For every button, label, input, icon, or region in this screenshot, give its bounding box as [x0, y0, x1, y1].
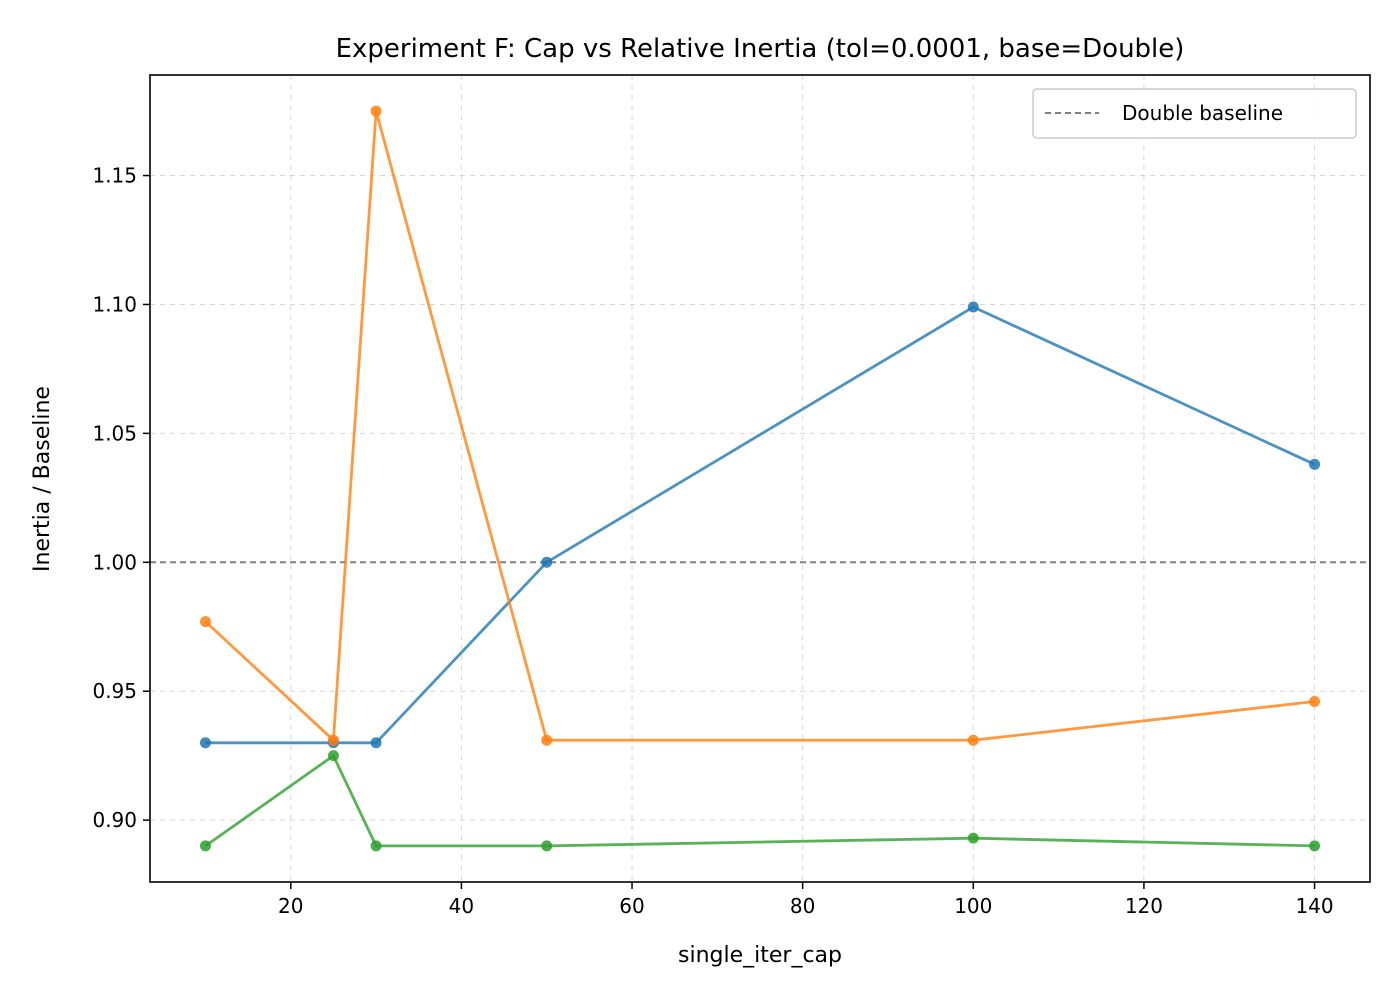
y-tick-label: 1.10	[92, 292, 137, 316]
data-point	[1309, 696, 1321, 708]
legend: Double baseline	[1032, 88, 1357, 139]
y-tick-label: 0.95	[92, 679, 137, 703]
y-axis-label: Inertia / Baseline	[30, 386, 55, 572]
data-point	[199, 616, 211, 628]
x-tick-label: 140	[1295, 894, 1333, 918]
series-3	[199, 750, 1321, 852]
data-point	[967, 301, 979, 313]
series-line	[205, 305, 1316, 745]
data-point	[1309, 840, 1321, 852]
x-tick-label: 80	[790, 894, 815, 918]
data-point	[199, 840, 211, 852]
data-point	[327, 734, 339, 746]
x-tick-label: 60	[619, 894, 644, 918]
data-point	[541, 840, 553, 852]
data-point	[541, 556, 553, 568]
x-axis-ticks: 20 40 60 80 100 120 140	[278, 882, 1334, 918]
x-tick-label: 40	[449, 894, 474, 918]
y-tick-label: 0.90	[92, 808, 137, 832]
x-tick-label: 20	[278, 894, 303, 918]
y-axis-ticks: 0.90 0.95 1.00 1.05 1.10 1.15	[92, 164, 150, 832]
series-layer	[199, 105, 1321, 852]
data-point	[967, 734, 979, 746]
y-tick-label: 1.05	[92, 421, 137, 445]
data-point	[199, 737, 211, 749]
x-axis-label: single_iter_cap	[678, 943, 842, 968]
legend-label-double-baseline: Double baseline	[1122, 101, 1283, 125]
series-line	[204, 109, 1315, 742]
data-point	[370, 840, 382, 852]
data-point	[370, 105, 382, 117]
x-tick-label: 100	[954, 894, 992, 918]
legend-frame	[1032, 88, 1357, 139]
plot-frame	[149, 74, 1371, 883]
data-point	[967, 832, 979, 844]
series-2	[199, 105, 1321, 746]
data-point	[541, 734, 553, 746]
series-line	[204, 754, 1315, 848]
y-tick-label: 1.00	[92, 550, 137, 574]
data-point	[1309, 458, 1321, 470]
y-tick-label: 1.15	[92, 164, 137, 188]
data-point	[327, 750, 339, 762]
x-tick-label: 120	[1125, 894, 1163, 918]
chart-title: Experiment F: Cap vs Relative Inertia (t…	[336, 34, 1185, 64]
data-point	[370, 737, 382, 749]
series-1	[199, 301, 1321, 749]
